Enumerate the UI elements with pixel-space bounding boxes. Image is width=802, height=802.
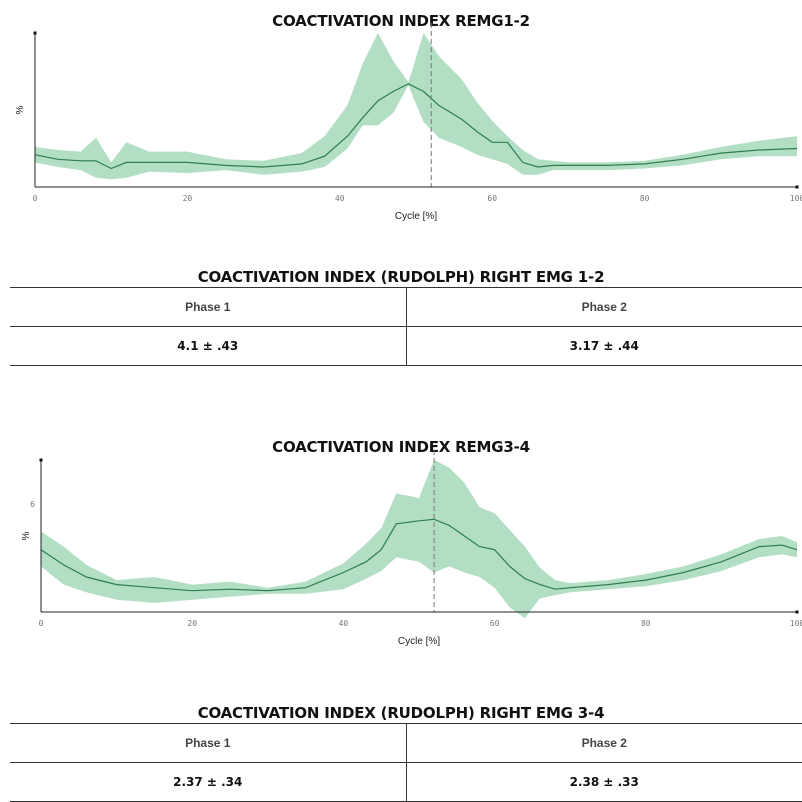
table-cell-phase-1-value: 4.1 ± .43 xyxy=(10,326,406,366)
table-header-phase-1: Phase 1 xyxy=(10,287,406,327)
chart-remg3-4: 0 20 40 60 80 100 Cycle [%]% 6 xyxy=(21,450,802,647)
table-header-phase-1: Phase 1 xyxy=(10,723,406,763)
x-tick-label: 60 xyxy=(490,619,500,628)
y-axis-label: % xyxy=(15,105,26,114)
y-axis-label: % xyxy=(21,531,32,540)
mean-line xyxy=(40,518,798,592)
sd-band xyxy=(35,33,797,180)
x-axis-label: Cycle [%] xyxy=(395,211,437,222)
chart-remg1-2: 0 20 40 60 80 100 Cycle [%]% xyxy=(15,23,802,222)
x-axis-end-marker xyxy=(795,185,799,189)
x-tick-label: 40 xyxy=(339,619,349,628)
chart-title-remg3-4: COACTIVATION INDEX REMG3-4 xyxy=(272,438,530,456)
sd-band xyxy=(41,460,797,619)
table-emg1-2: Phase 1 Phase 2 4.1 ± .43 3.17 ± .44 xyxy=(10,287,802,366)
x-tick-label: 100 xyxy=(790,619,802,628)
table-cell-phase-2-value: 2.38 ± .33 xyxy=(405,762,802,802)
x-tick-label: 100 xyxy=(790,194,802,203)
x-tick-label: 0 xyxy=(33,194,38,203)
y-axis-end-marker xyxy=(39,458,43,462)
table-header-phase-2: Phase 2 xyxy=(405,287,802,327)
x-tick-label: 80 xyxy=(640,194,650,203)
table-title-emg3-4: COACTIVATION INDEX (RUDOLPH) RIGHT EMG 3… xyxy=(197,704,605,722)
table-cell-phase-1-value: 2.37 ± .34 xyxy=(10,762,406,802)
x-tick-label: 80 xyxy=(641,619,651,628)
y-axis-end-marker xyxy=(33,31,37,35)
table-header-phase-2: Phase 2 xyxy=(405,723,802,763)
x-axis-label: Cycle [%] xyxy=(398,636,440,647)
table-title-emg1-2: COACTIVATION INDEX (RUDOLPH) RIGHT EMG 1… xyxy=(197,268,605,286)
mean-line xyxy=(34,83,798,170)
x-tick-label: 0 xyxy=(39,619,44,628)
y-tick-label: 6 xyxy=(30,500,35,509)
x-tick-label: 40 xyxy=(335,194,345,203)
x-tick-label: 20 xyxy=(187,619,197,628)
table-emg3-4: Phase 1 Phase 2 2.37 ± .34 2.38 ± .33 xyxy=(10,723,802,802)
x-tick-label: 20 xyxy=(183,194,193,203)
chart-title-remg1-2: COACTIVATION INDEX REMG1-2 xyxy=(272,12,530,30)
x-axis-end-marker xyxy=(795,610,799,614)
table-cell-phase-2-value: 3.17 ± .44 xyxy=(405,326,802,366)
x-tick-label: 60 xyxy=(487,194,497,203)
